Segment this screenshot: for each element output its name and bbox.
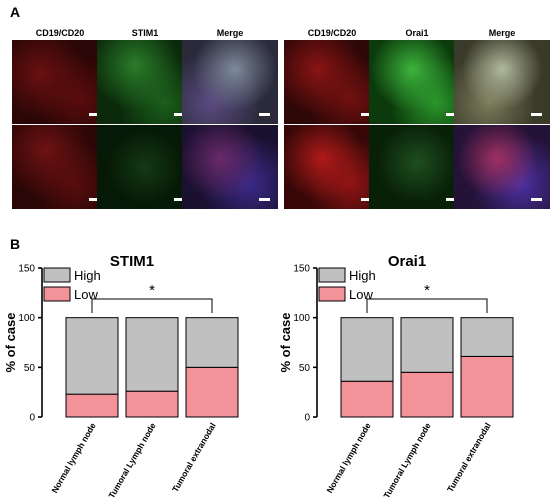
y-tick-label: 50: [24, 363, 36, 374]
x-tick-label: Normal lymph node: [49, 421, 97, 495]
scale-bar: [446, 198, 457, 201]
y-axis-label: % of case: [278, 313, 293, 373]
scale-bar: [259, 198, 270, 201]
bar-high: [65, 317, 119, 395]
chart-title: Orai1: [388, 253, 426, 270]
x-tick-label: Tumoral extranodal: [445, 421, 493, 494]
x-tick-label: Tumoral Lymph node: [106, 421, 158, 500]
x-tick-label: Tumoral Lymph node: [381, 421, 433, 500]
scale-bar: [174, 113, 185, 116]
y-axis-label: % of case: [3, 313, 18, 373]
bar-low: [460, 355, 514, 418]
legend-label-high: High: [349, 268, 376, 283]
legend-swatch-high: [318, 267, 346, 283]
bar-high: [460, 317, 514, 357]
micrograph-cd19-orai1-row2: [284, 125, 380, 209]
y-tick-label: 100: [18, 313, 35, 324]
significance-bracket: [366, 298, 488, 313]
bar-high: [125, 317, 179, 392]
scale-bar: [531, 113, 542, 116]
bar-low: [185, 366, 239, 418]
x-tick-label: Tumoral extranodal: [170, 421, 218, 494]
header-merge-left: Merge: [216, 28, 244, 38]
scale-bar: [174, 198, 185, 201]
scale-bar: [531, 198, 542, 201]
stim1-stacked-bar-chart: STIM1 0 50 100 150 % of case Normal lymph node…: [3, 253, 239, 500]
y-tick-label: 0: [304, 413, 310, 424]
scale-bar: [259, 113, 270, 116]
scale-bar: [446, 113, 457, 116]
bar-low: [400, 371, 454, 418]
micrograph-cd19-stim1-row1: [12, 40, 108, 124]
legend-label-low: Low: [74, 287, 98, 302]
micrograph-cd19-stim1-row2: [12, 125, 108, 209]
scale-bar: [361, 198, 372, 201]
significance-marker: *: [424, 282, 430, 299]
scale-bar: [361, 113, 372, 116]
significance-bracket: [91, 298, 213, 313]
micrograph-stim1-row1: [97, 40, 193, 124]
legend-label-high: High: [74, 268, 101, 283]
bar-low: [65, 393, 119, 418]
micrograph-merge-stim1-row2: [182, 125, 278, 209]
scale-bar: [89, 198, 100, 201]
bar-low: [125, 390, 179, 418]
micrograph-stim1-row2: [97, 125, 193, 209]
bar-high: [400, 317, 454, 373]
legend-swatch-high: [43, 267, 71, 283]
micrograph-merge-stim1-row1: [182, 40, 278, 124]
chart-title: STIM1: [110, 253, 154, 270]
legend-swatch-low: [318, 286, 346, 302]
scale-bar: [89, 113, 100, 116]
x-tick-label: Normal lymph node: [324, 421, 372, 495]
header-cd19-cd20-right: CD19/CD20: [307, 28, 357, 38]
bar-low: [340, 380, 394, 418]
y-tick-label: 100: [293, 313, 310, 324]
micrograph-orai1-row2: [369, 125, 465, 209]
micrograph-merge-orai1-row1: [454, 40, 550, 124]
y-tick-label: 50: [299, 363, 311, 374]
header-merge-right: Merge: [488, 28, 516, 38]
micrograph-cd19-orai1-row1: [284, 40, 380, 124]
header-orai1: Orai1: [405, 28, 429, 38]
legend-label-low: Low: [349, 287, 373, 302]
y-tick-label: 0: [29, 413, 35, 424]
y-tick-label: 150: [293, 264, 310, 275]
y-tick-label: 150: [18, 264, 35, 275]
header-stim1: STIM1: [131, 28, 159, 38]
orai1-stacked-bar-chart: Orai1 0 50 100 150 % of case Normal lymph node…: [278, 253, 514, 500]
panel-b-label: B: [10, 236, 21, 252]
panel-a-label: A: [10, 4, 21, 20]
micrograph-orai1-row1: [369, 40, 465, 124]
legend-swatch-low: [43, 286, 71, 302]
micrograph-merge-orai1-row2: [454, 125, 550, 209]
header-cd19-cd20-left: CD19/CD20: [35, 28, 85, 38]
bar-high: [340, 317, 394, 382]
bar-high: [185, 317, 239, 368]
significance-marker: *: [149, 282, 155, 299]
